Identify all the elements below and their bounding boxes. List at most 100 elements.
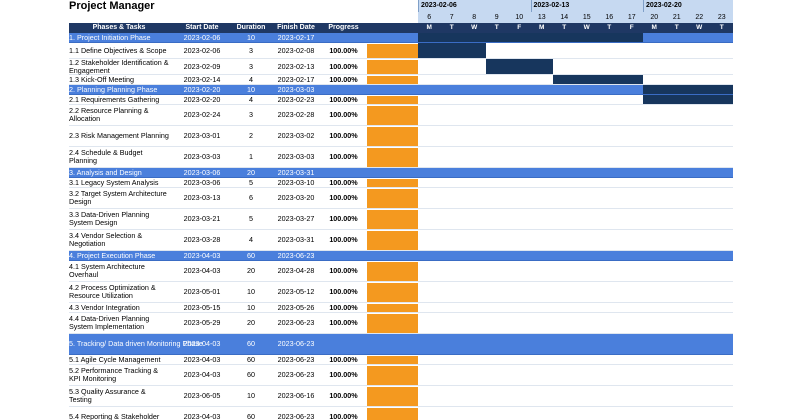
progress-cell[interactable]: 100.00%	[329, 287, 358, 296]
task-name-cell[interactable]: 5.2 Performance Tracking & KPI Monitorin…	[69, 366, 159, 383]
duration-cell[interactable]: 4	[249, 74, 253, 84]
task-row[interactable]: 5.1 Agile Cycle Management 2023-04-03 60 20…	[69, 355, 733, 365]
finish-date-cell[interactable]: 2023-02-28	[277, 110, 315, 119]
start-date-cell[interactable]: 2023-03-28	[183, 235, 221, 244]
progress-cell[interactable]: 100.00%	[329, 152, 358, 161]
start-date-cell[interactable]: 2023-05-29	[183, 318, 221, 327]
task-name-cell[interactable]: 2.3 Risk Management Planning	[69, 131, 169, 140]
finish-date-cell[interactable]: 2023-03-27	[277, 214, 315, 223]
gantt-bar[interactable]	[418, 33, 643, 42]
finish-date-cell[interactable]: 2023-06-23	[277, 250, 315, 260]
progress-cell[interactable]: 100.00%	[329, 235, 358, 244]
start-date-cell[interactable]: 2023-02-20	[183, 94, 221, 104]
progress-cell[interactable]: 100.00%	[329, 412, 358, 420]
finish-date-cell[interactable]: 2023-06-23	[277, 354, 315, 364]
task-row[interactable]: 5.2 Performance Tracking & KPI Monitorin…	[69, 365, 733, 386]
phase-row[interactable]: 2. Planning Planning Phase 2023-02-20 10 20…	[69, 85, 733, 95]
progress-cell[interactable]: 100.00%	[329, 214, 358, 223]
finish-date-cell[interactable]: 2023-06-23	[277, 412, 315, 420]
phase-row[interactable]: 3. Analysis and Design 2023-03-06 20 2023-0…	[69, 168, 733, 178]
duration-cell[interactable]: 1	[249, 152, 253, 161]
finish-date-cell[interactable]: 2023-03-03	[277, 152, 315, 161]
task-row[interactable]: 3.2 Target System Architecture Design 202…	[69, 188, 733, 209]
finish-date-cell[interactable]: 2023-03-02	[277, 131, 315, 140]
finish-date-cell[interactable]: 2023-02-17	[277, 74, 315, 84]
start-date-cell[interactable]: 2023-03-06	[183, 167, 221, 177]
start-date-cell[interactable]: 2023-03-03	[183, 152, 221, 161]
duration-cell[interactable]: 5	[249, 214, 253, 223]
start-date-cell[interactable]: 2023-03-01	[183, 131, 221, 140]
duration-cell[interactable]: 4	[249, 235, 253, 244]
finish-date-cell[interactable]: 2023-06-23	[277, 339, 315, 348]
start-date-cell[interactable]: 2023-06-05	[183, 391, 221, 400]
progress-cell[interactable]: 100.00%	[329, 354, 358, 364]
progress-cell[interactable]: 100.00%	[329, 318, 358, 327]
progress-cell[interactable]	[321, 168, 366, 177]
task-name-cell[interactable]: 3.2 Target System Architecture Design	[69, 189, 167, 206]
task-name-cell[interactable]: 5.3 Quality Assurance & Testing	[69, 387, 146, 404]
duration-cell[interactable]: 10	[247, 391, 255, 400]
progress-cell[interactable]: 100.00%	[329, 370, 358, 379]
task-name-cell[interactable]: 1.1 Define Objectives & Scope	[69, 45, 167, 55]
duration-cell[interactable]: 3	[249, 61, 253, 71]
progress-cell[interactable]	[321, 251, 366, 260]
finish-date-cell[interactable]: 2023-03-10	[277, 177, 315, 187]
progress-cell[interactable]: 100.00%	[329, 94, 358, 104]
task-name-cell[interactable]: 4.4 Data-Driven Planning System Implemen…	[69, 314, 150, 331]
finish-date-cell[interactable]: 2023-06-16	[277, 391, 315, 400]
gantt-bar[interactable]	[553, 75, 643, 84]
task-row[interactable]: 4.1 System Architecture Overhaul 2023-04-…	[69, 261, 733, 282]
progress-cell[interactable]	[321, 334, 366, 354]
duration-cell[interactable]: 60	[247, 412, 255, 420]
task-name-cell[interactable]: 1.3 Kick-Off Meeting	[69, 74, 134, 84]
gantt-bar[interactable]	[485, 59, 553, 74]
finish-date-cell[interactable]: 2023-06-23	[277, 370, 315, 379]
finish-date-cell[interactable]: 2023-06-23	[277, 318, 315, 327]
gantt-bar[interactable]	[418, 43, 486, 58]
task-name-cell[interactable]: 5.1 Agile Cycle Management	[69, 354, 161, 364]
task-row[interactable]: 2.2 Resource Planning & Allocation 2023-0…	[69, 105, 733, 126]
task-name-cell[interactable]: 1. Project Initiation Phase	[69, 32, 151, 42]
duration-cell[interactable]: 5	[249, 177, 253, 187]
task-row[interactable]: 2.4 Schedule & Budget Planning 2023-03-03…	[69, 147, 733, 168]
column-header-finish[interactable]: Finish Date	[277, 24, 315, 31]
start-date-cell[interactable]: 2023-04-03	[183, 370, 221, 379]
task-row[interactable]: 5.4 Reporting & Stakeholder 2023-04-03 60 2…	[69, 407, 733, 420]
start-date-cell[interactable]: 2023-03-21	[183, 214, 221, 223]
task-name-cell[interactable]: 2.4 Schedule & Budget Planning	[69, 148, 143, 165]
phase-row[interactable]: 4. Project Execution Phase 2023-04-03 60 20…	[69, 251, 733, 261]
start-date-cell[interactable]: 2023-05-01	[183, 287, 221, 296]
task-row[interactable]: 4.2 Process Optimization & Resource Util…	[69, 282, 733, 303]
start-date-cell[interactable]: 2023-02-09	[183, 61, 221, 71]
task-name-cell[interactable]: 3. Analysis and Design	[69, 167, 142, 177]
task-row[interactable]: 1.1 Define Objectives & Scope 2023-02-06 3…	[69, 43, 733, 59]
progress-cell[interactable]: 100.00%	[329, 110, 358, 119]
task-name-cell[interactable]: 2.2 Resource Planning & Allocation	[69, 106, 149, 123]
gantt-bar[interactable]	[643, 95, 733, 104]
progress-cell[interactable]: 100.00%	[329, 302, 358, 312]
start-date-cell[interactable]: 2023-03-13	[183, 193, 221, 202]
start-date-cell[interactable]: 2023-02-14	[183, 74, 221, 84]
task-row[interactable]: 3.3 Data-Driven Planning System Design 20…	[69, 209, 733, 230]
progress-cell[interactable]: 100.00%	[329, 74, 358, 84]
duration-cell[interactable]: 10	[247, 287, 255, 296]
duration-cell[interactable]: 60	[247, 354, 255, 364]
start-date-cell[interactable]: 2023-04-03	[183, 412, 221, 420]
finish-date-cell[interactable]: 2023-03-20	[277, 193, 315, 202]
finish-date-cell[interactable]: 2023-02-17	[277, 32, 315, 42]
start-date-cell[interactable]: 2023-04-03	[183, 354, 221, 364]
task-row[interactable]: 1.3 Kick-Off Meeting 2023-02-14 4 2023-02-1…	[69, 75, 733, 85]
phase-row[interactable]: 5. Tracking/ Data driven Monitoring Phas…	[69, 334, 733, 355]
finish-date-cell[interactable]: 2023-02-23	[277, 94, 315, 104]
finish-date-cell[interactable]: 2023-02-13	[277, 61, 315, 71]
duration-cell[interactable]: 6	[249, 193, 253, 202]
task-row[interactable]: 4.3 Vendor Integration 2023-05-15 10 2023-0…	[69, 303, 733, 313]
progress-cell[interactable]: 100.00%	[329, 177, 358, 187]
task-row[interactable]: 2.1 Requirements Gathering 2023-02-20 4 202…	[69, 95, 733, 105]
task-name-cell[interactable]: 3.3 Data-Driven Planning System Design	[69, 210, 150, 227]
start-date-cell[interactable]: 2023-02-06	[183, 32, 221, 42]
task-name-cell[interactable]: 4. Project Execution Phase	[69, 250, 156, 260]
task-name-cell[interactable]: 4.2 Process Optimization & Resource Util…	[69, 283, 156, 300]
task-name-cell[interactable]: 5.4 Reporting & Stakeholder	[69, 412, 160, 420]
task-name-cell[interactable]: 4.1 System Architecture Overhaul	[69, 262, 145, 279]
